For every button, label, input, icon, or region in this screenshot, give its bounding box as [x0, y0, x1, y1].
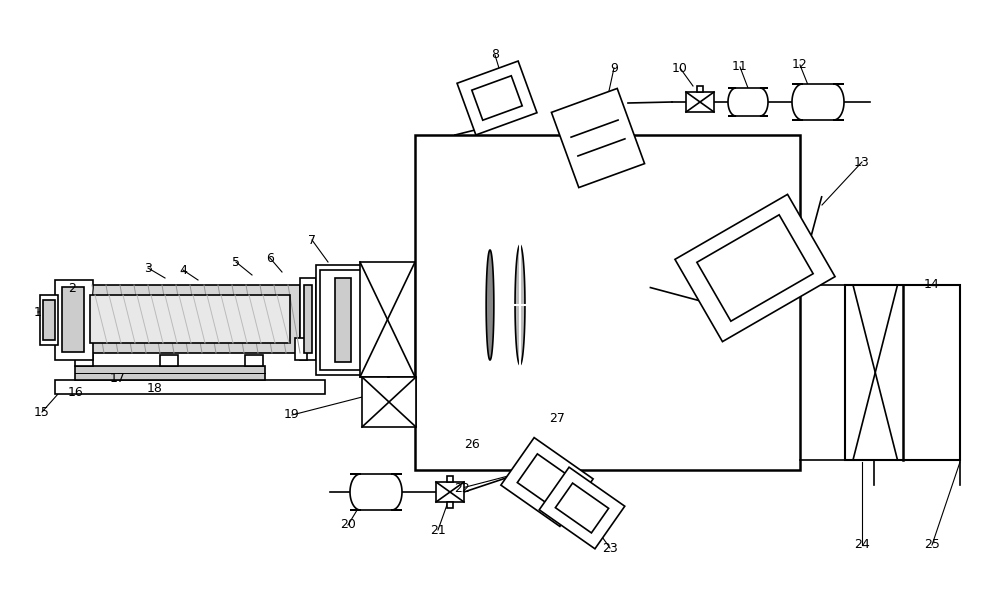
Polygon shape	[697, 86, 703, 92]
Text: 13: 13	[854, 155, 870, 168]
Text: 2: 2	[68, 282, 76, 294]
Polygon shape	[75, 355, 93, 366]
Polygon shape	[675, 195, 835, 341]
Text: 27: 27	[549, 411, 565, 425]
Polygon shape	[457, 61, 537, 135]
Polygon shape	[75, 366, 265, 380]
Polygon shape	[447, 502, 453, 508]
Text: 21: 21	[430, 523, 446, 537]
Text: 22: 22	[454, 482, 470, 494]
Text: 17: 17	[110, 371, 126, 384]
Text: 3: 3	[144, 261, 152, 275]
Polygon shape	[697, 215, 813, 321]
Polygon shape	[360, 262, 415, 377]
Polygon shape	[415, 135, 800, 470]
Text: 15: 15	[34, 406, 50, 419]
Text: 26: 26	[464, 439, 480, 452]
Polygon shape	[335, 278, 351, 362]
Text: 23: 23	[602, 542, 618, 554]
Text: 18: 18	[147, 381, 163, 395]
Polygon shape	[517, 454, 577, 510]
Text: 20: 20	[340, 518, 356, 531]
Polygon shape	[551, 89, 645, 187]
Text: 12: 12	[792, 59, 808, 72]
Polygon shape	[792, 84, 844, 120]
Polygon shape	[686, 92, 714, 112]
Text: 8: 8	[491, 48, 499, 61]
Text: 4: 4	[179, 264, 187, 277]
Polygon shape	[43, 300, 55, 340]
Polygon shape	[501, 438, 593, 526]
Polygon shape	[90, 295, 290, 343]
Polygon shape	[295, 338, 307, 360]
Text: 10: 10	[672, 61, 688, 75]
Polygon shape	[362, 377, 416, 427]
Text: 9: 9	[610, 61, 618, 75]
Polygon shape	[555, 483, 609, 533]
Text: 14: 14	[924, 278, 940, 291]
Polygon shape	[55, 380, 325, 394]
Polygon shape	[486, 250, 494, 360]
Text: 25: 25	[924, 539, 940, 551]
Text: 6: 6	[266, 252, 274, 264]
Text: 19: 19	[284, 408, 300, 422]
Polygon shape	[55, 280, 93, 360]
Polygon shape	[300, 278, 316, 360]
Polygon shape	[728, 88, 768, 116]
Polygon shape	[40, 295, 58, 345]
Text: 1: 1	[34, 305, 42, 318]
Polygon shape	[436, 482, 464, 502]
Polygon shape	[160, 355, 178, 366]
Polygon shape	[447, 476, 453, 482]
Text: 16: 16	[68, 386, 84, 398]
Text: 11: 11	[732, 61, 748, 73]
Polygon shape	[245, 355, 263, 366]
Polygon shape	[85, 285, 300, 353]
Polygon shape	[515, 245, 525, 365]
Polygon shape	[472, 76, 522, 120]
Polygon shape	[320, 270, 380, 370]
Polygon shape	[316, 265, 388, 375]
Text: 5: 5	[232, 255, 240, 269]
Polygon shape	[845, 285, 960, 460]
Polygon shape	[62, 287, 84, 352]
Text: 24: 24	[854, 539, 870, 551]
Text: 7: 7	[308, 234, 316, 247]
Polygon shape	[350, 474, 402, 510]
Polygon shape	[539, 467, 625, 549]
Polygon shape	[304, 285, 312, 353]
